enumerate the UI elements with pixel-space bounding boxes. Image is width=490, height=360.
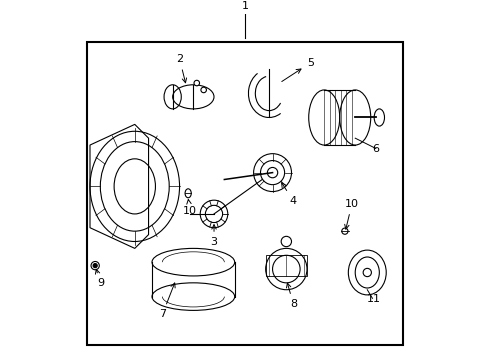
Text: 7: 7 xyxy=(159,283,175,319)
Text: 2: 2 xyxy=(176,54,187,83)
Text: 1: 1 xyxy=(242,1,248,11)
Ellipse shape xyxy=(91,261,99,270)
Ellipse shape xyxy=(281,236,292,247)
Text: 4: 4 xyxy=(282,183,297,206)
Ellipse shape xyxy=(342,228,348,234)
Text: 5: 5 xyxy=(282,58,314,81)
Ellipse shape xyxy=(201,87,206,93)
Text: 9: 9 xyxy=(96,269,104,288)
Text: 10: 10 xyxy=(344,199,359,229)
Text: 11: 11 xyxy=(367,294,381,304)
Ellipse shape xyxy=(363,268,371,276)
Text: 10: 10 xyxy=(183,199,197,216)
Ellipse shape xyxy=(185,189,191,198)
Ellipse shape xyxy=(93,264,97,268)
Text: 6: 6 xyxy=(372,144,379,154)
Text: 3: 3 xyxy=(211,225,218,247)
Text: 8: 8 xyxy=(287,283,297,309)
Ellipse shape xyxy=(194,80,199,86)
